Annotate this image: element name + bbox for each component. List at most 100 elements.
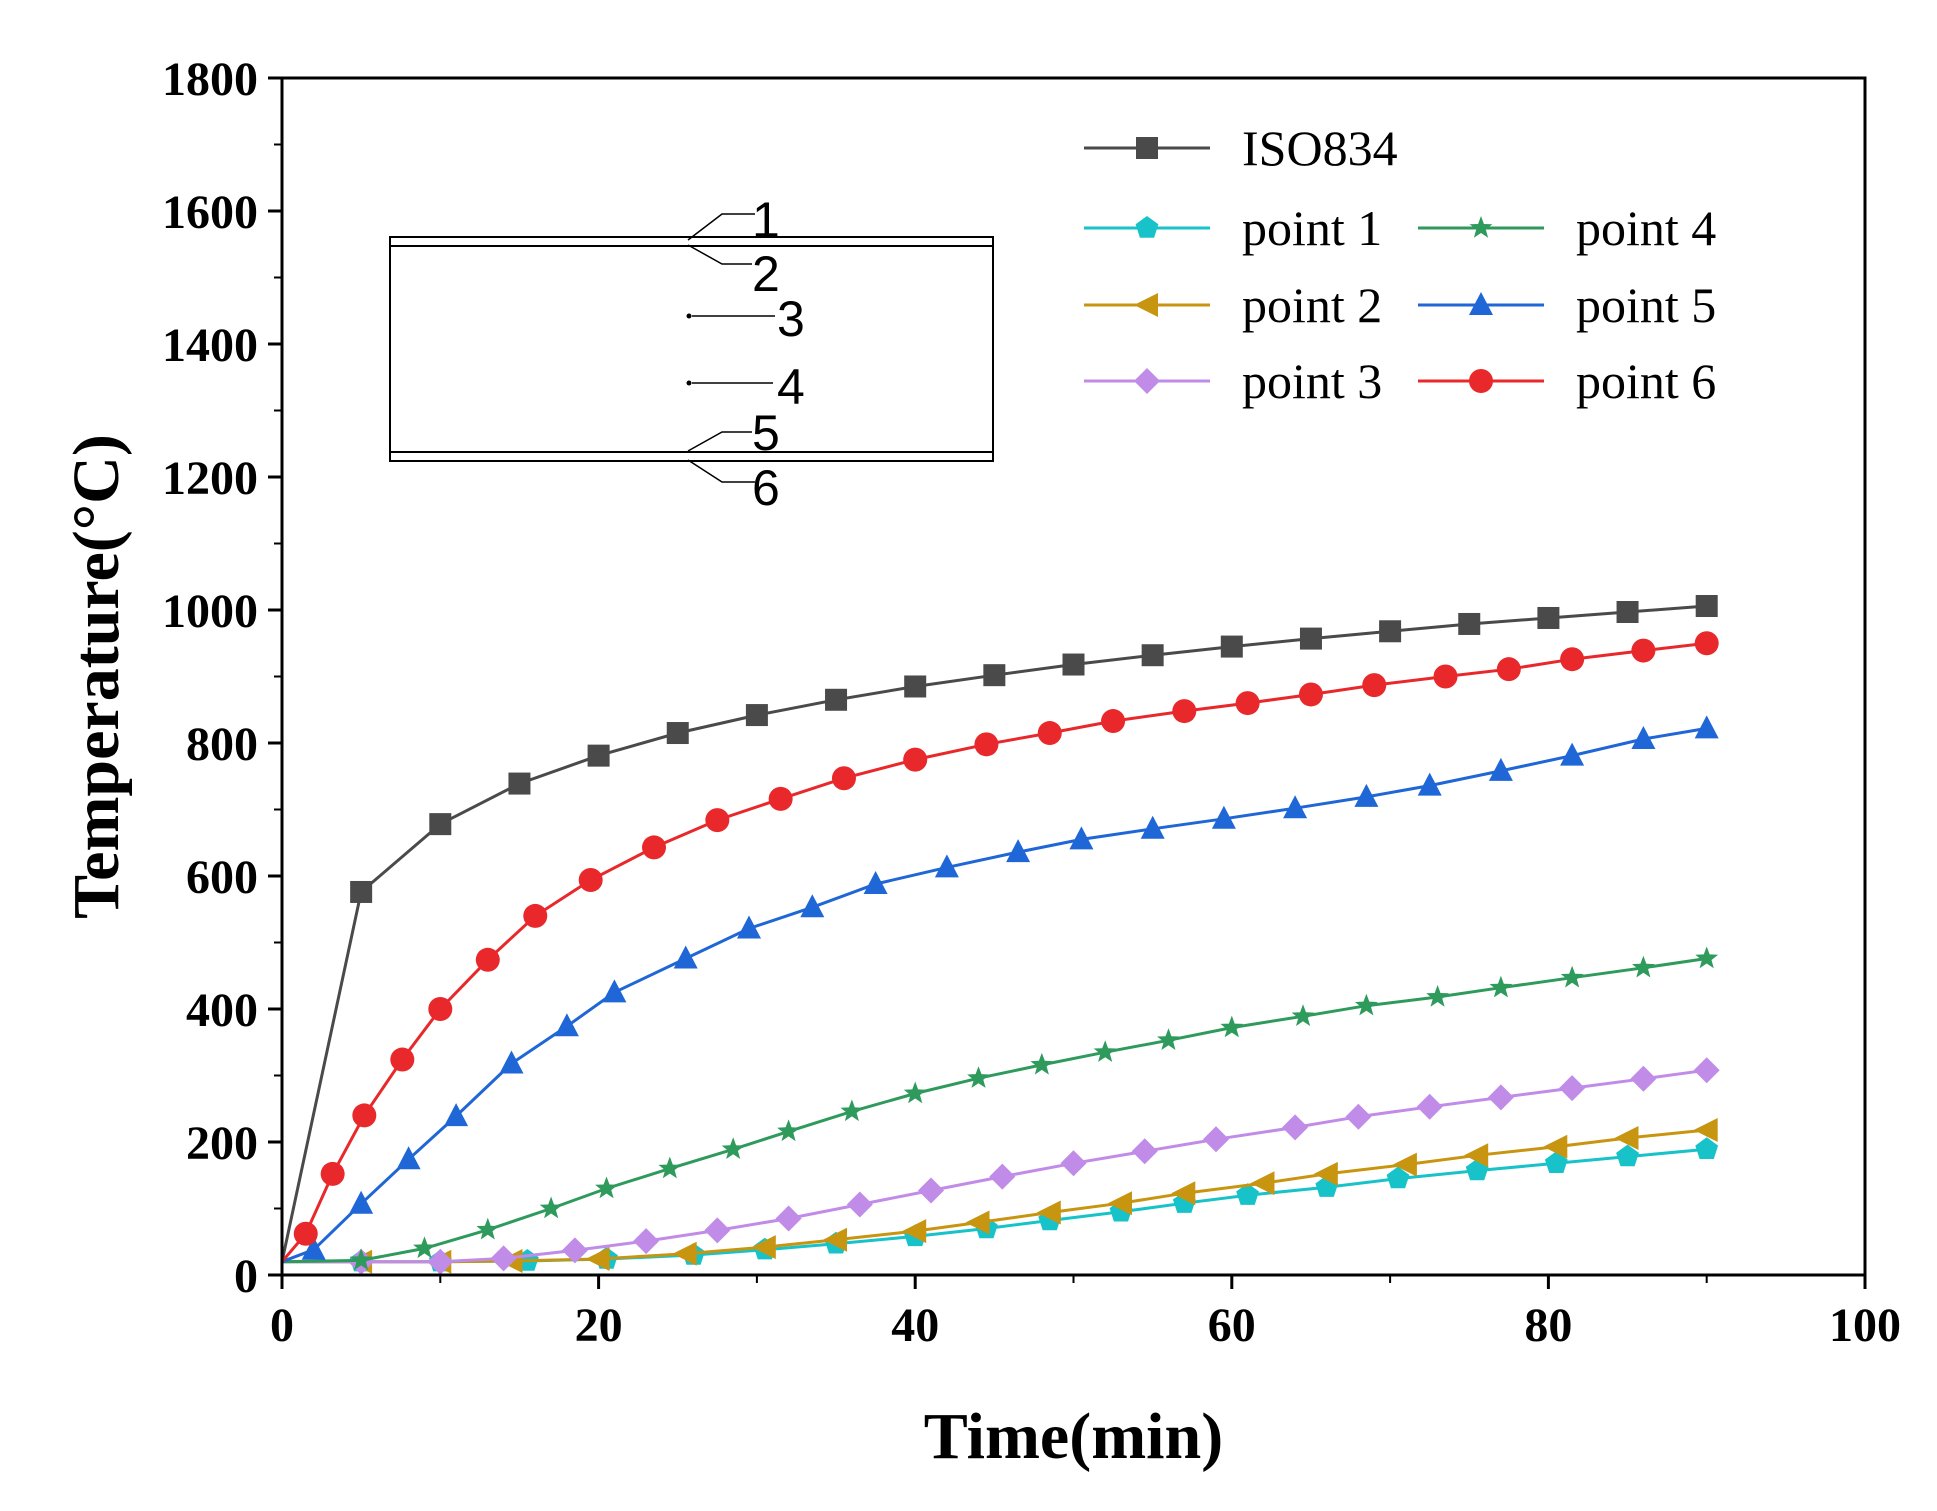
inset-label-4: 4: [777, 359, 805, 415]
data-point-point-2-17: [1543, 1134, 1568, 1159]
data-point-iso834-13: [1299, 627, 1322, 650]
data-point-point-5-15: [1140, 815, 1165, 839]
data-point-point-2-7: [823, 1227, 847, 1252]
data-point-point-3-7: [775, 1205, 802, 1232]
data-point-point-3-17: [1487, 1084, 1514, 1111]
x-axis-title: Time(min): [924, 1400, 1223, 1473]
data-point-point-2-4: [585, 1247, 610, 1271]
data-point-point-3-16: [1416, 1093, 1443, 1120]
data-point-point-2-14: [1313, 1161, 1338, 1186]
data-point-point-3-6: [704, 1217, 731, 1244]
data-point-point-3-15: [1345, 1103, 1372, 1130]
legend-label-point-3: point 3: [1242, 353, 1382, 409]
data-point-point-2-13: [1250, 1171, 1275, 1196]
data-point-point-6-13: [903, 747, 928, 772]
data-point-point-4-13: [1093, 1040, 1117, 1062]
data-point-point-4-9: [840, 1099, 864, 1122]
data-point-point-4-1: [349, 1248, 373, 1271]
data-point-point-2-18: [1614, 1126, 1639, 1150]
y-tick-label-1600: 1600: [162, 186, 258, 239]
legend-entry-point-2: point 2: [1084, 277, 1382, 333]
inset-label-2: 2: [752, 246, 780, 302]
data-point-point-1-17: [1544, 1151, 1568, 1173]
data-point-point-5-16: [1211, 805, 1236, 829]
data-point-point-6-2: [320, 1161, 345, 1186]
data-point-point-4-11: [967, 1066, 990, 1088]
data-point-point-5-7: [602, 979, 627, 1003]
series-point-6: [280, 631, 1719, 1263]
data-point-point-5-1: [301, 1236, 326, 1260]
legend-label-point-5: point 5: [1576, 277, 1716, 333]
data-point-point-4-14: [1157, 1028, 1180, 1050]
data-point-iso834-3: [508, 772, 531, 795]
data-point-point-5-21: [1560, 742, 1585, 766]
data-point-point-4-5: [595, 1176, 618, 1199]
legend-entry-point-4: point 4: [1418, 200, 1716, 256]
x-tick-label-20: 20: [575, 1299, 623, 1352]
data-point-point-6-4: [390, 1047, 415, 1072]
data-point-point-3-2: [427, 1248, 454, 1275]
data-point-point-5-2: [349, 1190, 374, 1214]
y-tick-label-400: 400: [186, 984, 258, 1037]
data-point-point-3-14: [1282, 1114, 1309, 1141]
data-point-point-3-5: [633, 1228, 660, 1255]
data-point-point-6-6: [475, 947, 500, 972]
x-tick-label-60: 60: [1208, 1299, 1256, 1352]
inset-label-5: 5: [752, 405, 780, 461]
data-point-point-5-17: [1283, 795, 1308, 819]
y-tick-label-1200: 1200: [162, 452, 258, 505]
inset-label-1: 1: [752, 192, 780, 248]
data-point-point-1-19: [1695, 1137, 1719, 1159]
data-point-point-6-1: [293, 1221, 318, 1246]
data-point-point-1-18: [1616, 1144, 1639, 1167]
data-point-point-3-11: [1060, 1150, 1087, 1177]
data-point-point-5-23: [1694, 715, 1719, 739]
data-point-point-6-10: [705, 808, 730, 833]
data-point-point-6-11: [768, 786, 793, 811]
data-point-point-3-12: [1131, 1138, 1158, 1165]
series-point-4: [281, 946, 1719, 1271]
x-tick-label-40: 40: [891, 1299, 939, 1352]
data-point-point-4-7: [721, 1137, 745, 1159]
data-point-point-6-25: [1694, 631, 1719, 656]
data-point-point-2-15: [1392, 1152, 1417, 1177]
legend: ISO834 point 1 point 4 point 2 point 5 point …: [1084, 120, 1716, 409]
data-point-point-4-12: [1030, 1052, 1054, 1075]
y-tick-label-800: 800: [186, 718, 258, 771]
leader-point-2: [687, 244, 752, 265]
inset-label-6: 6: [752, 460, 780, 516]
data-point-point-2-12: [1171, 1181, 1196, 1206]
data-point-point-1-15: [1386, 1166, 1410, 1189]
data-point-point-3-8: [846, 1191, 873, 1218]
legend-label-point-6: point 6: [1576, 353, 1716, 409]
data-point-point-4-3: [476, 1217, 500, 1240]
data-point-point-5-19: [1417, 772, 1442, 796]
data-point-point-6-18: [1235, 691, 1260, 716]
data-point-point-2-8: [902, 1219, 927, 1244]
data-point-point-5-18: [1354, 783, 1379, 807]
legend-label-point-2: point 2: [1242, 277, 1382, 333]
data-point-point-6-7: [523, 903, 548, 928]
x-tick-label-80: 80: [1524, 1299, 1572, 1352]
data-point-point-5-6: [554, 1013, 579, 1037]
data-point-point-2-5: [672, 1241, 697, 1266]
data-point-point-1-13: [1236, 1183, 1259, 1205]
legend-entry-iso834: ISO834: [1084, 120, 1398, 176]
data-point-point-6-8: [578, 867, 603, 892]
data-point-point-5-12: [934, 854, 959, 878]
legend-marker-iso834: [1136, 137, 1158, 159]
legend-entry-point-3: point 3: [1084, 353, 1382, 409]
data-point-point-6-21: [1433, 664, 1458, 689]
data-point-iso834-2: [429, 813, 452, 836]
y-axis-title: Temperature(°C): [60, 434, 133, 919]
data-point-iso834-4: [587, 744, 610, 767]
data-point-point-3-19: [1630, 1065, 1657, 1092]
data-point-point-4-19: [1489, 975, 1513, 998]
legend-marker-point-5: [1469, 292, 1493, 315]
data-point-point-6-3: [352, 1103, 377, 1128]
data-point-point-5-8: [673, 945, 698, 969]
data-point-iso834-15: [1458, 612, 1481, 635]
x-tick-label-0: 0: [270, 1299, 294, 1352]
series-layer: [280, 595, 1720, 1275]
data-point-point-3-10: [989, 1163, 1016, 1190]
